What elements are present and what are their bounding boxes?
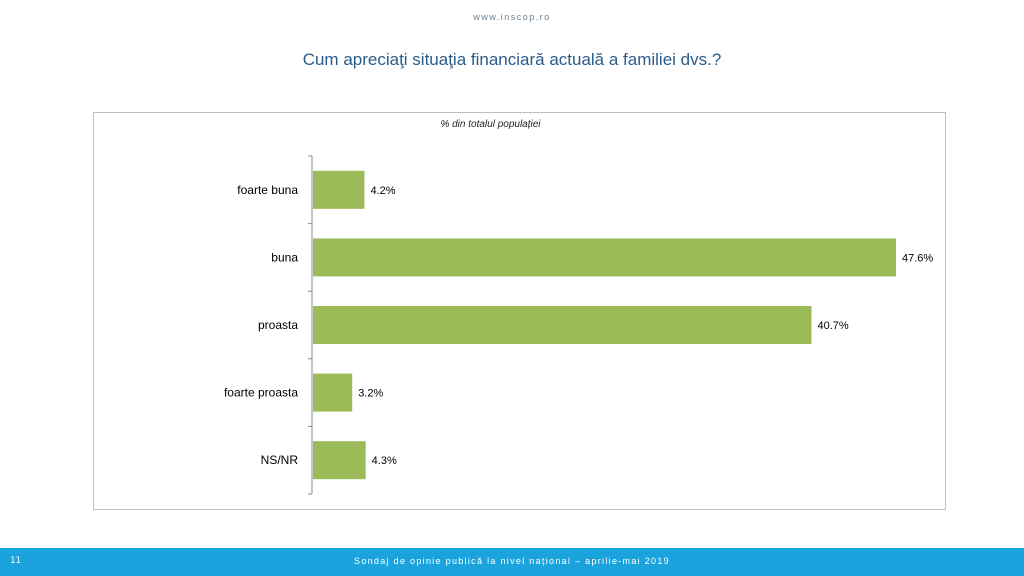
- page-number: 11: [10, 556, 21, 566]
- footer-bar: 11 Sondaj de opinie publică la nivel naț…: [0, 548, 1024, 576]
- bar-foarte-buna: [313, 170, 365, 209]
- value-label: 4.3%: [372, 455, 397, 467]
- value-label: 4.2%: [370, 185, 395, 197]
- bar-chart: foarte buna 4.2% buna 47.6% proasta 40.7% foar…: [224, 155, 933, 495]
- bar-ns-nr: [313, 441, 366, 480]
- category-label: NS/NR: [261, 453, 299, 467]
- category-label: foarte buna: [237, 183, 298, 197]
- site-url: www.inscop.ro: [473, 12, 551, 22]
- value-label: 3.2%: [358, 388, 383, 400]
- chart-frame: % din totalul populației foarte buna 4.2%…: [93, 112, 946, 510]
- category-label: buna: [271, 250, 298, 264]
- footer-text: Sondaj de opinie publică la nivel națion…: [354, 556, 670, 566]
- value-label: 40.7%: [817, 320, 848, 332]
- chart-subtitle: % din totalul populației: [440, 119, 541, 130]
- bar-proasta: [313, 306, 812, 344]
- category-label: proasta: [258, 318, 298, 332]
- bar-foarte-proasta: [313, 373, 353, 412]
- page-title: Cum apreciaţi situaţia financiară actual…: [302, 50, 722, 69]
- value-label: 47.6%: [902, 252, 933, 264]
- category-label: foarte proasta: [224, 386, 298, 400]
- bar-buna: [313, 238, 896, 277]
